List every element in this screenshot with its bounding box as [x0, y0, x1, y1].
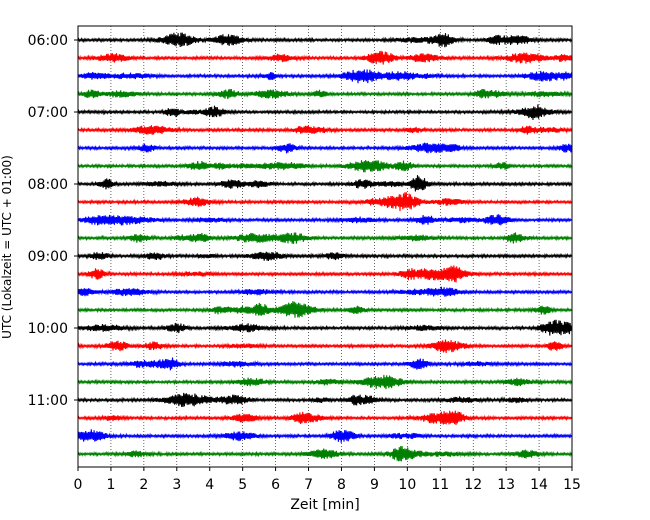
trace-5	[77, 125, 573, 135]
x-tick-label-6: 6	[271, 477, 280, 493]
x-axis-label: Zeit [min]	[290, 497, 359, 513]
x-tick-label-1: 1	[106, 477, 115, 493]
trace-10	[77, 214, 572, 226]
trace-16	[77, 319, 573, 336]
trace-8	[77, 175, 573, 192]
trace-4	[77, 104, 572, 121]
x-tick-label-0: 0	[74, 477, 83, 493]
trace-14	[77, 286, 572, 297]
y-tick-label-4: 10:00	[28, 321, 68, 337]
trace-3	[77, 88, 573, 100]
trace-19	[77, 374, 573, 390]
trace-22	[77, 429, 572, 443]
x-tick-label-4: 4	[205, 477, 214, 493]
x-tick-label-5: 5	[238, 477, 247, 493]
y-tick-label-0: 06:00	[28, 33, 68, 49]
x-tick-label-11: 11	[431, 477, 449, 493]
y-axis-label: UTC (Lokalzeit = UTC + 01:00)	[0, 155, 14, 339]
trace-1	[77, 50, 573, 65]
trace-20	[77, 392, 573, 408]
x-tick-label-9: 9	[370, 477, 379, 493]
traces	[77, 32, 573, 462]
trace-2	[77, 69, 573, 84]
trace-11	[77, 232, 572, 244]
trace-18	[77, 357, 573, 371]
y-tick-label-2: 08:00	[28, 177, 68, 193]
x-tick-label-14: 14	[530, 477, 548, 493]
trace-15	[77, 301, 572, 318]
trace-13	[77, 265, 573, 283]
x-tick-label-10: 10	[398, 477, 416, 493]
trace-9	[77, 192, 573, 212]
y-axis: 06:00 07:00 08:00 09:00 10:00 11:00	[28, 33, 78, 409]
x-axis: 0 1 2 3 4 5 6 7 8 9 10 11 12 13 14 15	[74, 467, 581, 493]
x-tick-label-2: 2	[139, 477, 148, 493]
trace-12	[77, 251, 573, 262]
x-tick-label-8: 8	[337, 477, 346, 493]
plot-frame	[77, 25, 573, 468]
x-tick-label-7: 7	[304, 477, 313, 493]
y-tick-label-1: 07:00	[28, 105, 68, 121]
trace-0	[77, 32, 573, 48]
y-tick-label-5: 11:00	[28, 393, 68, 409]
x-tick-label-12: 12	[464, 477, 482, 493]
x-tick-label-15: 15	[563, 477, 581, 493]
trace-6	[77, 142, 573, 154]
y-tick-label-3: 09:00	[28, 249, 68, 265]
plot-area	[78, 26, 572, 467]
trace-17	[77, 339, 573, 353]
trace-7	[77, 160, 573, 173]
trace-23	[77, 446, 573, 462]
trace-21	[77, 410, 573, 426]
x-tick-label-13: 13	[497, 477, 515, 493]
x-tick-label-3: 3	[172, 477, 181, 493]
